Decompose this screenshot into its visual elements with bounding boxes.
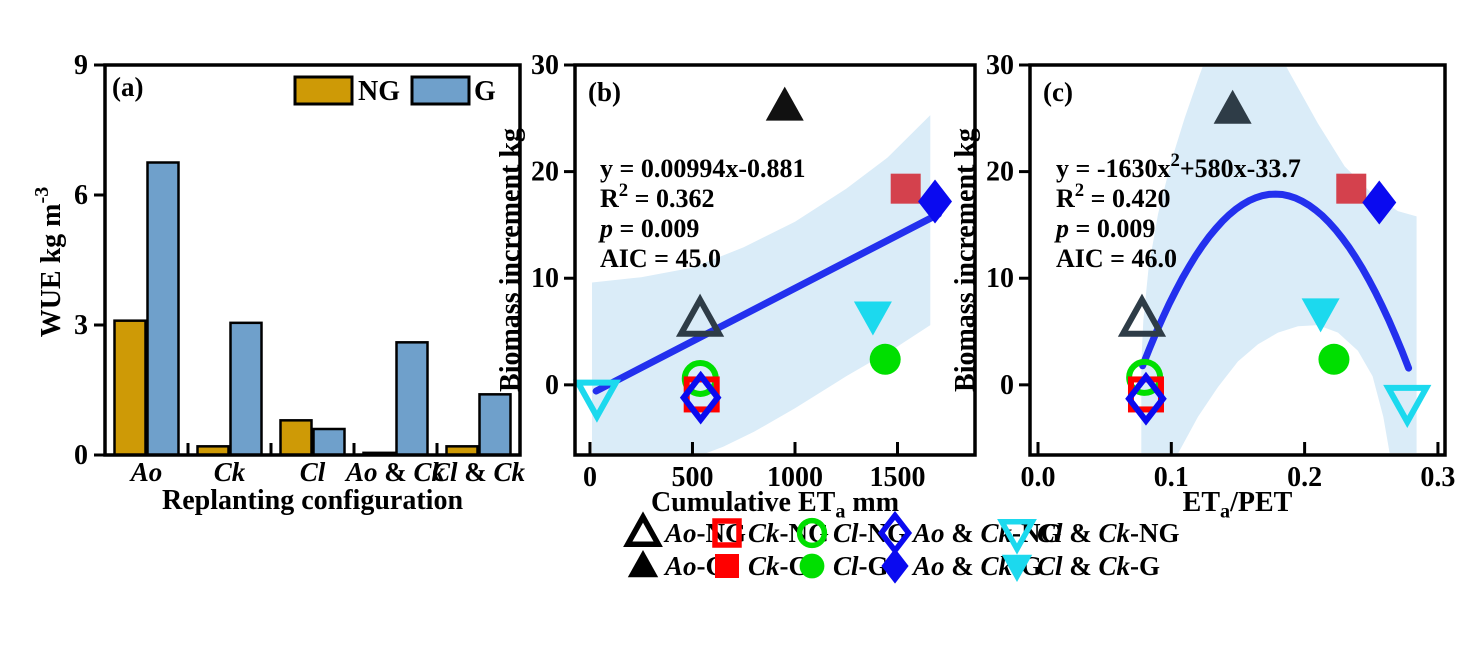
y-tick-label: 0 (74, 440, 88, 471)
marker-ck-g (890, 173, 921, 204)
y-tick-label: 0 (1000, 370, 1014, 401)
confidence-band (592, 115, 931, 453)
legend-marker-invtriangle-filled (1001, 554, 1033, 582)
marker-cl-ck-g (853, 301, 892, 336)
y-tick-label: 20 (986, 157, 1014, 188)
stats-line-0: y = 0.00994x-0.881 (600, 154, 805, 183)
legend-marker-circle-open (796, 517, 828, 549)
x-tick-label: 500 (671, 462, 713, 493)
bar-g-4 (478, 393, 512, 457)
legend-marker-circle-filled (799, 553, 825, 579)
legend-label-ng: NG (358, 76, 400, 107)
panel-a-x-title: Replanting configuration (162, 485, 463, 516)
y-tick-label: 30 (986, 50, 1014, 81)
x-category-label: Ck (214, 457, 246, 487)
marker-cl-ck-g (1301, 298, 1340, 333)
marker-ao-ck-ng (1125, 371, 1167, 426)
marker-ao-g (1213, 89, 1252, 124)
x-tick-label: 1500 (870, 462, 926, 493)
legend-marker-square-open (712, 518, 742, 548)
frame (1028, 63, 1447, 457)
stats-line-3: AIC = 46.0 (1056, 244, 1177, 273)
x-tick-label: 0.2 (1287, 462, 1322, 493)
panel-c-scatter: 0 10 20 30 0.0 0.1 0.2 0.3 y = -1630x2+580x-33.7… (950, 50, 1455, 523)
y-tick-label: 6 (74, 180, 88, 211)
x-tick-label: 1000 (767, 462, 823, 493)
panel-c-letter: (c) (1043, 77, 1073, 107)
stats-line-0: y = -1630x2+580x-33.7 (1056, 150, 1301, 183)
stats-line-2: p = 0.009 (598, 214, 699, 243)
marker-cl-g (869, 343, 901, 375)
legend-entry-label: Cl-G (833, 551, 889, 581)
x-category-label: Cl (300, 457, 326, 487)
x-tick-label: 0.3 (1420, 462, 1455, 493)
marker-ao-ng (1117, 293, 1167, 337)
marker-cl-ck-ng (572, 379, 622, 423)
fit-line (592, 210, 943, 395)
x-category-label: Ao & Ck (344, 457, 446, 487)
x-category-label: Ao (129, 457, 163, 487)
y-tick-label: 10 (531, 263, 559, 294)
legend-marker-diamond-filled (881, 548, 909, 584)
frame (573, 63, 977, 457)
marker-cl-g (1318, 343, 1350, 375)
panel-c-x-title: ETa/PET (1183, 487, 1293, 523)
y-tick-label: 10 (986, 263, 1014, 294)
y-tick-label: 30 (531, 50, 559, 81)
fit-curve (1139, 190, 1413, 372)
x-tick-label: 0.1 (1154, 462, 1189, 493)
bar-g-1 (229, 321, 263, 457)
stats-line-3: AIC = 45.0 (600, 244, 721, 273)
panel-b-scatter: 0 10 20 30 0 500 1000 1500 y = 0.00994x-0.881R2 … (495, 50, 977, 523)
stats-line-1: R2 = 0.362 (600, 180, 714, 213)
panel-b-letter: (b) (588, 77, 621, 107)
plot-area (1139, 67, 1417, 453)
stats-line-2: p = 0.009 (1054, 214, 1155, 243)
legend-swatch-ng (293, 75, 354, 106)
panel-a-frame (103, 63, 522, 457)
bar-g-0 (146, 161, 180, 457)
legend-marker-square-filled (715, 554, 739, 578)
plot-area (592, 115, 943, 453)
panel-b-x-title: Cumulative ETa mm (651, 487, 899, 523)
marker-cl-ck-ng (1383, 384, 1432, 429)
panel-a-y-title: WUE kg m-3 (31, 187, 67, 338)
marker-ao-ck-g (1362, 180, 1397, 225)
legend-entry-label: Cl-NG (833, 518, 908, 548)
bar-ng-2 (279, 419, 313, 457)
y-tick-label: 0 (545, 370, 559, 401)
y-tick-label: 3 (74, 310, 88, 341)
legend-entry-label: Cl & Ck-G (1037, 551, 1160, 581)
x-tick-label: 0 (583, 462, 597, 493)
legend-marker-invtriangle-open (997, 519, 1037, 555)
bar-g-2 (312, 427, 346, 457)
panel-a-letter: (a) (112, 72, 143, 102)
marker-ao-ng (675, 293, 725, 337)
marker-ao-ck-ng (679, 370, 722, 425)
bar-g-3 (395, 341, 429, 457)
panel-c-y-title: Biomass increment kg (950, 128, 981, 392)
legend-marker-triangle-filled (627, 550, 659, 578)
panel-b-y-title: Biomass increment kg (495, 128, 526, 392)
bar-ng-0 (113, 319, 147, 457)
legend-marker-triangle-open (623, 511, 663, 547)
marker-ao-ck-g (918, 179, 953, 224)
panel-letters: (a) (b) (c) (112, 72, 1073, 107)
legend-entry-label: Cl & Ck-NG (1037, 518, 1180, 548)
y-tick-label: 20 (531, 157, 559, 188)
marker-ck-g (1336, 173, 1367, 204)
stats-line-1: R2 = 0.420 (1056, 180, 1170, 213)
x-tick-label: 0.0 (1020, 462, 1055, 493)
y-tick-label: 9 (74, 50, 88, 81)
legend-swatch-g (410, 75, 471, 106)
legend-label-g: G (474, 76, 496, 107)
x-category-label: Cl & Ck (432, 457, 526, 487)
marker-ao-g (765, 86, 804, 121)
confidence-band (1141, 67, 1417, 453)
